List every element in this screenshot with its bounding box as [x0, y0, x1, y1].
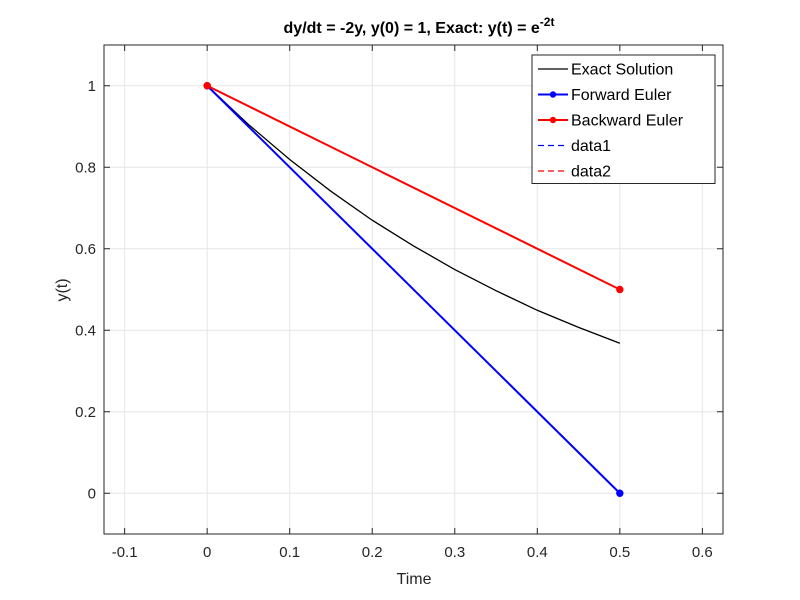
- x-axis-label: Time: [397, 571, 432, 588]
- y-tick-label: 0.8: [75, 159, 96, 176]
- legend-label-backward-euler: Backward Euler: [571, 113, 684, 130]
- forward-euler-line: [206, 85, 621, 494]
- x-tick-label: 0.4: [527, 544, 548, 561]
- grid: [104, 45, 723, 534]
- legend-label-exact-solution: Exact Solution: [571, 62, 673, 79]
- legend-label-forward-euler: Forward Euler: [571, 87, 672, 104]
- y-tick-label: 0.6: [75, 241, 96, 258]
- x-tick-label: -0.1: [112, 544, 138, 561]
- legend-label-data1: data1: [571, 138, 611, 155]
- exact-solution-line: [206, 85, 621, 344]
- x-tick-label: 0.3: [444, 544, 465, 561]
- chart-title: dy/dt = -2y, y(0) = 1, Exact: y(t) = e-2…: [284, 15, 555, 37]
- x-tick-label: 0: [203, 544, 211, 561]
- ticks: -0.1 0 0.1 0.2 0.3 0.4 0.5 0.6 0 0.2 0.4 0.6 0.8 1: [75, 45, 723, 561]
- backward-euler-marker: [203, 82, 211, 90]
- x-tick-label: 0.1: [279, 544, 300, 561]
- series: [203, 82, 624, 497]
- x-tick-label: 0.5: [609, 544, 630, 561]
- backward-euler-marker: [616, 285, 624, 294]
- x-tick-label: 0.6: [692, 544, 713, 561]
- y-tick-label: 0: [88, 485, 96, 502]
- legend-marker-forward-euler: [549, 91, 557, 98]
- chart-title-superscript: -2t: [540, 15, 555, 29]
- x-tick-label: 0.2: [362, 544, 383, 561]
- y-axis-label: y(t): [54, 278, 71, 301]
- chart-title-main: dy/dt = -2y, y(0) = 1, Exact: y(t) = e: [284, 20, 540, 37]
- legend-marker-backward-euler: [549, 116, 557, 124]
- forward-euler-marker: [616, 489, 624, 497]
- y-tick-label: 1: [88, 78, 96, 95]
- backward-euler-line: [206, 84, 621, 291]
- y-tick-label: 0.2: [75, 404, 96, 421]
- y-tick-label: 0.4: [75, 322, 96, 339]
- legend: Exact Solution Forward Euler Backward Eule…: [531, 54, 716, 184]
- axes-frame: [103, 44, 724, 535]
- legend-label-data2: data2: [571, 164, 611, 181]
